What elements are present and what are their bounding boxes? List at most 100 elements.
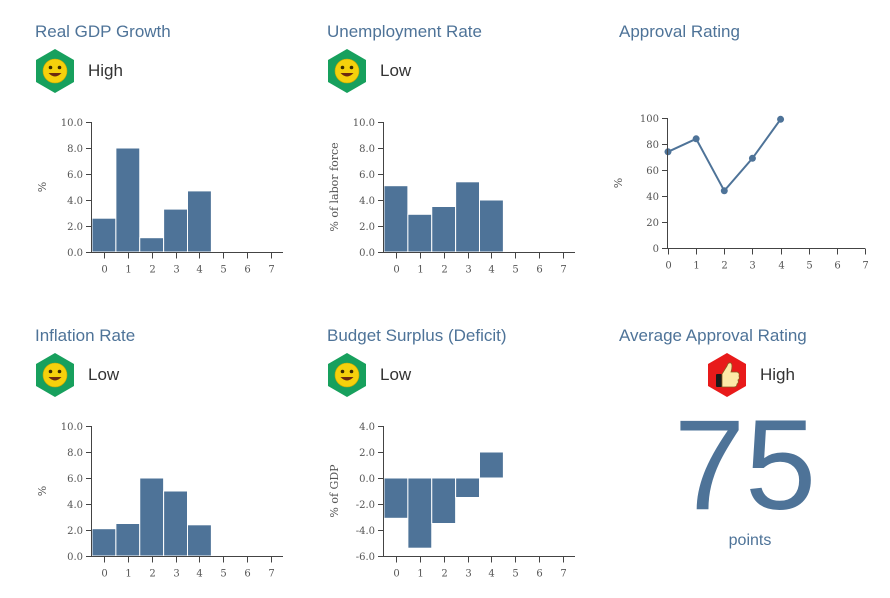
chart-0-ytick-5: 10.0 [61,118,83,129]
chart-3-xtick-3: 3 [173,569,179,580]
chart-4-xtick-1: 1 [417,569,423,580]
chart-3-bar-3 [163,490,188,557]
chart-0-bar-2 [139,237,165,253]
status-indicator: High [34,48,123,94]
panel-title: Budget Surplus (Deficit) [327,326,507,345]
gdp-bar-chart: 0.0 2.0 4.0 6.0 8.0 10.0 0 1 2 3 4 5 6 7% [36,118,283,276]
chart-2-xtick-0: 0 [665,261,671,272]
average-approval-value: 75 [673,394,817,537]
chart-3-xtick-5: 5 [220,569,226,580]
chart-3-bar-2 [139,477,165,557]
chart-3-bar-4 [187,524,212,557]
chart-2-y-axis: 0 20 40 60 80 100 [640,114,668,255]
chart-1-xtick-2: 2 [441,265,447,276]
chart-0-y-axis: 0.0 2.0 4.0 6.0 8.0 10.0 [61,118,92,259]
unemployment-bar-chart: 0.0 2.0 4.0 6.0 8.0 10.0 0 1 2 3 4 5 6 7 % of labor fo… [328,118,575,276]
chart-1-bar-0 [383,185,409,253]
average-approval-unit: points [728,532,772,549]
chart-1-xtick-0: 0 [393,265,399,276]
chart-3-xtick-2: 2 [149,569,155,580]
chart-2-y-label: % [612,178,625,188]
status-label: Low [380,365,412,384]
chart-4-ytick-5: 4.0 [359,422,375,433]
chart-2-ytick-3: 60 [646,166,659,177]
chart-4-ytick-0: -6.0 [356,552,375,563]
chart-0-ytick-0: 0.0 [67,248,83,259]
chart-0-xtick-7: 7 [268,265,274,276]
chart-2-xtick-5: 5 [806,261,812,272]
chart-3-ytick-0: 0.0 [67,552,83,563]
chart-0-x-axis: 0 1 2 3 4 5 6 7 [92,252,283,276]
chart-3-y-axis: 0.0 2.0 4.0 6.0 8.0 10.0 [61,422,92,563]
chart-4-bar-0 [383,477,409,519]
chart-1-ytick-2: 4.0 [359,196,375,207]
chart-1-bar-4 [479,199,504,253]
chart-1-bar-3 [455,181,480,253]
chart-2-xtick-1: 1 [693,261,699,272]
chart-4-bar-3 [455,477,480,498]
chart-2-ytick-5: 100 [640,114,659,125]
chart-1-xtick-6: 6 [536,265,542,276]
chart-3-ytick-3: 6.0 [67,474,83,485]
chart-2-point-4 [777,115,785,123]
chart-2-ytick-2: 40 [646,192,659,203]
status-label: Low [88,365,120,384]
chart-3-y-label: % [36,486,49,496]
approval-line-chart: 0 20 40 60 80 100 0 1 2 3 4 5 6 7% [612,114,869,272]
chart-4-xtick-2: 2 [441,569,447,580]
chart-2-point-3 [748,154,756,162]
panel-average-approval: Average Approval Rating [584,304,884,598]
chart-3-ytick-5: 10.0 [61,422,83,433]
chart-2-x-axis: 0 1 2 3 4 5 6 7 [665,248,869,272]
chart-3-ytick-2: 4.0 [67,500,83,511]
panel-inflation-rate: Inflation Rate Low 0.0 2.0 4.0 6.0 8.0 10.0 0 1… [0,304,290,598]
chart-1-y-axis: 0.0 2.0 4.0 6.0 8.0 10.0 [353,118,384,259]
chart-0-xtick-3: 3 [173,265,179,276]
chart-2-xtick-2: 2 [721,261,727,272]
smiley-face-icon [36,353,74,397]
chart-2-xtick-7: 7 [862,261,868,272]
status-label: High [760,365,795,384]
panel-unemployment-rate: Unemployment Rate Low 0.0 2.0 4.0 6.0 8.0 10.… [292,0,582,294]
chart-1-xtick-4: 4 [488,265,494,276]
chart-0-y-label: % [36,182,49,192]
chart-1-ytick-4: 8.0 [359,144,375,155]
status-indicator: Low [34,352,119,398]
chart-0-xtick-0: 0 [101,265,107,276]
chart-2-xtick-3: 3 [749,261,755,272]
chart-1-y-label: % of labor force [328,142,341,231]
chart-0-xtick-1: 1 [125,265,131,276]
chart-3-xtick-0: 0 [101,569,107,580]
chart-4-ytick-2: -2.0 [356,500,375,511]
chart-4-xtick-4: 4 [488,569,494,580]
smiley-face-icon [36,49,74,93]
chart-4-ytick-3: 0.0 [359,474,375,485]
chart-1-xtick-7: 7 [560,265,566,276]
chart-4-y-axis: -6.0 -4.0 -2.0 0.0 2.0 4.0 [356,422,384,563]
chart-4-xtick-0: 0 [393,569,399,580]
status-label: High [88,61,123,80]
chart-4-x-axis: 0 1 2 3 4 5 6 7 [384,556,575,580]
chart-3-xtick-4: 4 [196,569,202,580]
chart-0-ytick-3: 6.0 [67,170,83,181]
chart-3-bar-0 [91,528,117,557]
chart-3-xtick-7: 7 [268,569,274,580]
chart-2-xtick-4: 4 [778,261,784,272]
chart-0-xtick-4: 4 [196,265,202,276]
status-indicator: Low [326,48,411,94]
chart-2-series-line [667,118,782,193]
smiley-face-icon [328,353,366,397]
chart-1-xtick-1: 1 [417,265,423,276]
chart-2-point-1 [692,135,700,143]
chart-4-bar-4 [479,451,504,479]
chart-4-xtick-3: 3 [465,569,471,580]
inflation-bar-chart: 0.0 2.0 4.0 6.0 8.0 10.0 0 1 2 3 4 5 6 7% [36,422,283,580]
panel-title: Unemployment Rate [327,22,482,41]
panel-title: Average Approval Rating [619,326,807,345]
chart-2-ytick-4: 80 [646,140,659,151]
chart-1-ytick-5: 10.0 [353,118,375,129]
chart-2-ytick-1: 20 [646,218,659,229]
chart-1-ytick-0: 0.0 [359,248,375,259]
panel-budget-surplus: Budget Surplus (Deficit) Low -6.0 -4.0 -2.… [292,304,582,598]
chart-1-xtick-3: 3 [465,265,471,276]
